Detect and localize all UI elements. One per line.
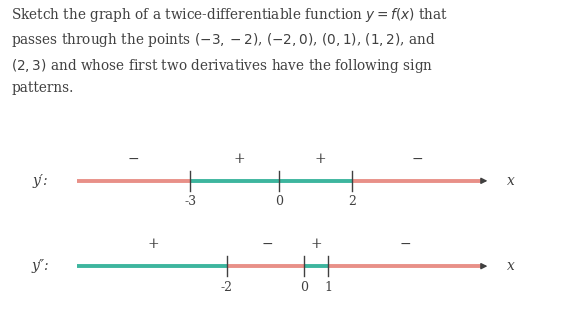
- Text: -2: -2: [221, 281, 233, 294]
- Text: 0: 0: [275, 195, 283, 208]
- Text: 0: 0: [300, 281, 308, 294]
- Text: +: +: [148, 237, 160, 251]
- Text: +: +: [310, 237, 321, 251]
- Text: y″:: y″:: [31, 259, 49, 273]
- Text: 2: 2: [348, 195, 356, 208]
- Text: +: +: [314, 152, 326, 166]
- Text: Sketch the graph of a twice-differentiable function $y = f(x)$ that
passes throu: Sketch the graph of a twice-differentiab…: [11, 6, 448, 95]
- Text: −: −: [411, 152, 423, 166]
- Text: x: x: [506, 259, 514, 273]
- Text: x: x: [506, 174, 514, 188]
- Text: 1: 1: [324, 281, 332, 294]
- Text: −: −: [399, 237, 411, 251]
- Text: −: −: [128, 152, 139, 166]
- Text: y′:: y′:: [33, 174, 48, 188]
- Text: −: −: [261, 237, 273, 251]
- Text: +: +: [233, 152, 244, 166]
- Text: -3: -3: [184, 195, 196, 208]
